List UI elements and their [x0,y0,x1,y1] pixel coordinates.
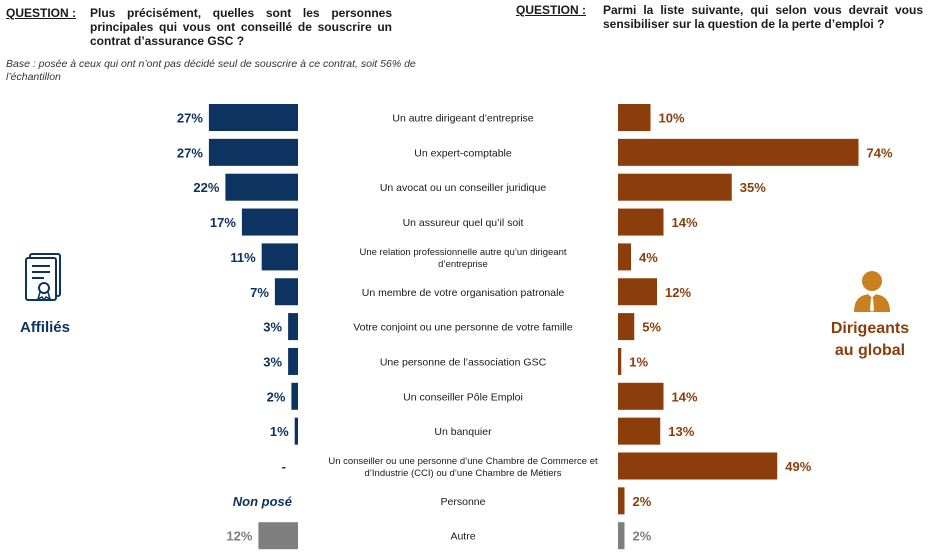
category-label: Autre [450,531,475,543]
right-bar [618,417,661,445]
businessman-icon [850,268,894,317]
left-value-label: 1% [270,424,289,439]
category-label: Un autre dirigeant d’entreprise [392,113,533,125]
right-question-label: QUESTION : [516,3,587,17]
right-value-label: 49% [785,459,811,474]
left-value-label: 27% [177,111,203,126]
right-bar [618,452,778,480]
right-bar [618,347,622,375]
left-group-label: Affiliés [19,319,70,336]
category-label: Un membre de votre organisation patronal… [362,287,565,299]
left-bar [291,382,298,410]
left-value-label: 2% [267,389,286,404]
left-bar [241,208,298,236]
left-value-label: 17% [210,215,236,230]
right-bar [618,243,631,271]
category-label: Un banquier [434,426,492,438]
category-label: Une personne de l’association GSC [380,356,547,368]
category-label: Un expert-comptable [414,147,512,159]
left-value-label: 22% [193,180,219,195]
left-bar [208,104,298,131]
category-label: Une relation professionnelle autre qu’un… [359,247,566,270]
right-value-label: 1% [629,354,648,369]
category-label: Un conseiller ou une personne d’une Cham… [328,456,598,479]
category-label: Votre conjoint ou une personne de votre … [353,322,573,334]
category-label: Personne [441,496,486,508]
right-bar [618,173,732,201]
left-bar [208,138,298,166]
right-bar [618,522,625,550]
left-bar [258,522,298,550]
right-value-label: 10% [659,111,685,126]
category-label: Un avocat ou un conseiller juridique [380,182,547,194]
right-bar [618,278,657,306]
right-value-label: 12% [665,285,691,300]
left-value-label: - [282,459,286,474]
left-value-label: 7% [250,285,269,300]
left-bar [288,347,298,375]
left-value-label: 3% [263,320,282,335]
right-bar [618,208,664,236]
base-note: Base : posée à ceux qui ont n’ont pas dé… [6,58,416,83]
category-label: Un conseiller Pôle Emploi [403,391,523,403]
left-question-label: QUESTION : [6,6,77,20]
left-value-label: 12% [226,529,252,544]
right-value-label: 13% [668,424,694,439]
right-value-label: 74% [867,145,893,160]
left-value-label: Non posé [233,494,292,509]
right-value-label: 14% [672,389,698,404]
right-bar [618,104,651,131]
right-value-label: 35% [740,180,766,195]
right-value-label: 2% [633,529,652,544]
right-value-label: 2% [633,494,652,509]
right-value-label: 14% [672,215,698,230]
left-question-text: Plus précisément, quelles sont les perso… [90,6,392,48]
left-value-label: 27% [177,145,203,160]
right-bar [618,313,635,341]
right-value-label: 5% [642,320,661,335]
left-value-label: 3% [263,354,282,369]
category-label: Un assureur quel qu’il soit [403,217,524,229]
right-question-text: Parmi la liste suivante, qui selon vous … [603,3,923,31]
left-bar [294,417,298,445]
right-bar [618,138,859,166]
right-group-label: Dirigeants au global [830,320,910,359]
left-bar [225,173,298,201]
left-bar [261,243,298,271]
right-value-label: 4% [639,250,658,265]
left-value-label: 11% [230,250,256,265]
right-bar [618,487,625,515]
left-bar [288,313,298,341]
left-bar [274,278,298,306]
certificate-icon [24,252,64,307]
right-bar [618,382,664,410]
